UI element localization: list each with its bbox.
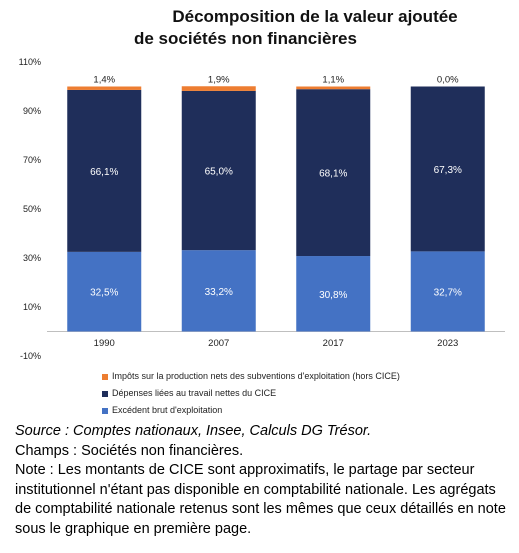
data-label: 68,1% [319, 169, 347, 180]
bar-segment [67, 251, 142, 332]
chart-title: Décomposition de la valeur ajoutée de so… [100, 6, 500, 50]
legend-entry-labour: Dépenses liées au travail nettes du CICE [102, 385, 400, 402]
legend-swatch-ebe [102, 407, 108, 414]
y-tick-label: 90% [23, 106, 41, 116]
x-tick-label: 1990 [94, 338, 115, 349]
x-tick-label: 2007 [208, 338, 229, 349]
chart-legend: Impôts sur la production nets des subven… [102, 368, 400, 419]
bar-segment [296, 89, 371, 257]
bar-segment [181, 250, 256, 332]
y-tick-label: 110% [19, 57, 41, 67]
data-label: 1,9% [208, 74, 230, 85]
source-note: Source : Comptes nationaux, Insee, Calcu… [15, 423, 372, 439]
data-label: 1,4% [93, 75, 115, 86]
y-tick-label: 70% [23, 155, 41, 165]
legend-swatch-taxes [102, 373, 108, 380]
x-tick-label: 2023 [437, 338, 458, 349]
y-tick-label: -10% [20, 351, 41, 361]
methodology-note: Note : Les montants de CICE sont approxi… [15, 462, 506, 537]
legend-label-labour: Dépenses liées au travail nettes du CICE [112, 388, 277, 398]
bar-segment [67, 89, 142, 252]
bar-segment [67, 86, 142, 90]
bar-segment [296, 256, 371, 332]
data-label: 66,1% [90, 167, 118, 178]
y-tick-label: 30% [23, 253, 41, 263]
bar-segment [181, 86, 256, 91]
legend-swatch-labour [102, 390, 108, 397]
bar-segment [296, 86, 371, 90]
data-label: 1,1% [322, 75, 344, 86]
stacked-bar-chart: -10% 10% 30% 50% 70% 90% 110% 32,5% 66,1% 1,4% 199… [19, 57, 505, 361]
data-label: 30,8% [319, 290, 347, 301]
y-tick-label: 50% [23, 204, 41, 214]
scope-note: Champs : Sociétés non financières. [15, 442, 244, 459]
bar-segment [410, 86, 485, 252]
legend-entry-ebe: Excédent brut d'exploitation [102, 402, 400, 419]
data-label: 65,0% [205, 167, 233, 178]
data-label: 32,5% [90, 288, 118, 299]
bar-segment [410, 251, 485, 332]
y-tick-label: 10% [23, 302, 41, 312]
x-tick-label: 2017 [323, 338, 344, 349]
legend-entry-taxes: Impôts sur la production nets des subven… [102, 368, 400, 385]
data-label: 0,0% [437, 75, 459, 86]
legend-label-ebe: Excédent brut d'exploitation [112, 405, 223, 415]
chart-title-line2: de sociétés non financières [134, 29, 357, 48]
chart-title-line1: Décomposition de la valeur ajoutée [172, 7, 458, 26]
data-label: 33,2% [205, 287, 233, 298]
chart-notes: Source : Comptes nationaux, Insee, Calcu… [15, 422, 510, 539]
data-label: 67,3% [434, 165, 462, 176]
data-label: 32,7% [434, 287, 462, 298]
legend-label-taxes: Impôts sur la production nets des subven… [112, 371, 400, 381]
bar-segment [181, 90, 256, 251]
